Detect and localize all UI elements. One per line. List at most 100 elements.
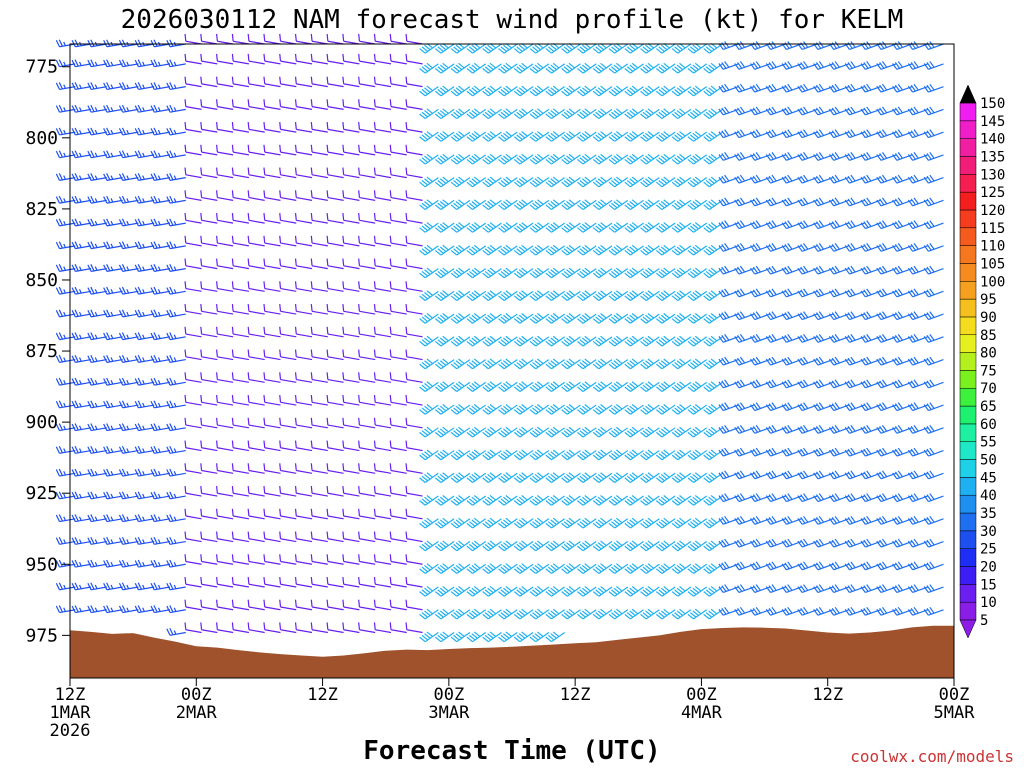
wind-barb bbox=[529, 313, 550, 324]
wind-barb bbox=[184, 622, 202, 634]
wind-barb bbox=[310, 576, 328, 588]
wind-barb bbox=[892, 470, 913, 480]
colorbar-swatch bbox=[959, 156, 977, 175]
wind-barb bbox=[498, 42, 518, 54]
wind-barb bbox=[310, 122, 328, 133]
wind-barb bbox=[247, 440, 265, 452]
wind-barb bbox=[545, 404, 565, 415]
wind-barb bbox=[434, 199, 455, 211]
wind-barb bbox=[150, 468, 171, 477]
wind-barb bbox=[923, 197, 944, 207]
wind-barb bbox=[450, 313, 471, 324]
wind-barb bbox=[671, 131, 692, 142]
wind-barb bbox=[419, 495, 439, 506]
wind-barb bbox=[263, 258, 281, 270]
wind-barb bbox=[797, 538, 818, 548]
wind-barb bbox=[200, 417, 218, 429]
wind-barb bbox=[545, 62, 565, 74]
wind-barb bbox=[87, 536, 107, 545]
wind-barb bbox=[513, 131, 534, 142]
wind-barb bbox=[734, 288, 755, 298]
wind-barb bbox=[247, 417, 265, 429]
wind-barb bbox=[545, 631, 565, 643]
wind-barb bbox=[103, 605, 123, 614]
wind-barb bbox=[405, 167, 423, 179]
colorbar-swatch bbox=[959, 370, 977, 389]
wind-barb bbox=[750, 41, 771, 51]
wind-barb bbox=[466, 426, 487, 438]
wind-barb bbox=[150, 355, 171, 363]
wind-barb bbox=[434, 472, 455, 483]
wind-barb bbox=[342, 372, 360, 383]
y-tick-label: 975 bbox=[25, 625, 58, 646]
wind-barb bbox=[103, 150, 123, 159]
wind-barb bbox=[907, 197, 928, 207]
wind-barb bbox=[373, 531, 392, 543]
wind-barb bbox=[577, 199, 597, 211]
wind-barb bbox=[734, 584, 755, 594]
wind-barb bbox=[200, 531, 218, 543]
wind-barb bbox=[797, 220, 818, 230]
wind-barb bbox=[310, 554, 328, 565]
colorbar-label: 25 bbox=[980, 542, 997, 558]
wind-barb bbox=[624, 517, 644, 529]
wind-barb bbox=[419, 608, 439, 620]
wind-barb bbox=[624, 131, 644, 142]
colorbar-swatch bbox=[959, 316, 977, 336]
wind-barb bbox=[166, 127, 186, 136]
wind-barb bbox=[561, 85, 581, 97]
wind-barb bbox=[892, 424, 913, 434]
wind-barb bbox=[844, 334, 865, 343]
wind-barb bbox=[310, 213, 328, 224]
wind-barb bbox=[118, 173, 139, 181]
wind-barb bbox=[87, 582, 107, 591]
wind-barb bbox=[71, 400, 92, 409]
wind-barb bbox=[118, 423, 139, 432]
wind-barb bbox=[529, 540, 550, 552]
wind-barb bbox=[844, 515, 865, 525]
wind-barb bbox=[577, 426, 597, 438]
wind-barb bbox=[200, 258, 218, 270]
wind-barb bbox=[498, 540, 518, 552]
color-legend: 5101520253035404550556065707580859095100… bbox=[959, 84, 1005, 639]
wind-barb bbox=[592, 495, 613, 506]
wind-barb bbox=[892, 311, 913, 321]
wind-barb bbox=[655, 85, 676, 97]
wind-barb bbox=[718, 106, 739, 116]
wind-barb bbox=[923, 106, 944, 116]
wind-barb bbox=[166, 150, 186, 159]
wind-barb bbox=[184, 531, 202, 543]
wind-barb bbox=[231, 440, 250, 452]
wind-barb bbox=[103, 491, 123, 500]
wind-barb bbox=[389, 440, 407, 452]
y-tick-label: 875 bbox=[25, 341, 58, 362]
wind-barb bbox=[529, 222, 550, 233]
wind-barb bbox=[592, 85, 613, 97]
wind-barb bbox=[655, 426, 676, 438]
wind-barb bbox=[279, 53, 297, 65]
wind-barb bbox=[892, 356, 913, 366]
wind-barb bbox=[71, 582, 92, 591]
wind-barb bbox=[166, 468, 186, 477]
wind-barb bbox=[860, 379, 881, 389]
wind-barb bbox=[342, 281, 360, 292]
wind-barb bbox=[765, 606, 786, 616]
wind-barb bbox=[71, 150, 92, 159]
colorbar-swatch bbox=[959, 352, 977, 371]
wind-barb bbox=[671, 540, 692, 552]
wind-barb bbox=[734, 493, 755, 503]
wind-barb bbox=[860, 61, 881, 70]
wind-barb bbox=[892, 243, 913, 252]
wind-barb bbox=[71, 104, 92, 113]
wind-barb bbox=[450, 335, 471, 347]
colorbar-label: 15 bbox=[980, 577, 997, 593]
wind-barb bbox=[892, 265, 913, 275]
wind-barb bbox=[844, 174, 865, 184]
wind-barb bbox=[200, 190, 218, 201]
wind-barb bbox=[860, 174, 881, 184]
wind-barb bbox=[134, 491, 155, 500]
wind-barb bbox=[781, 41, 802, 51]
wind-barb bbox=[923, 174, 944, 184]
wind-barb bbox=[247, 531, 265, 543]
wind-barb bbox=[200, 372, 218, 383]
